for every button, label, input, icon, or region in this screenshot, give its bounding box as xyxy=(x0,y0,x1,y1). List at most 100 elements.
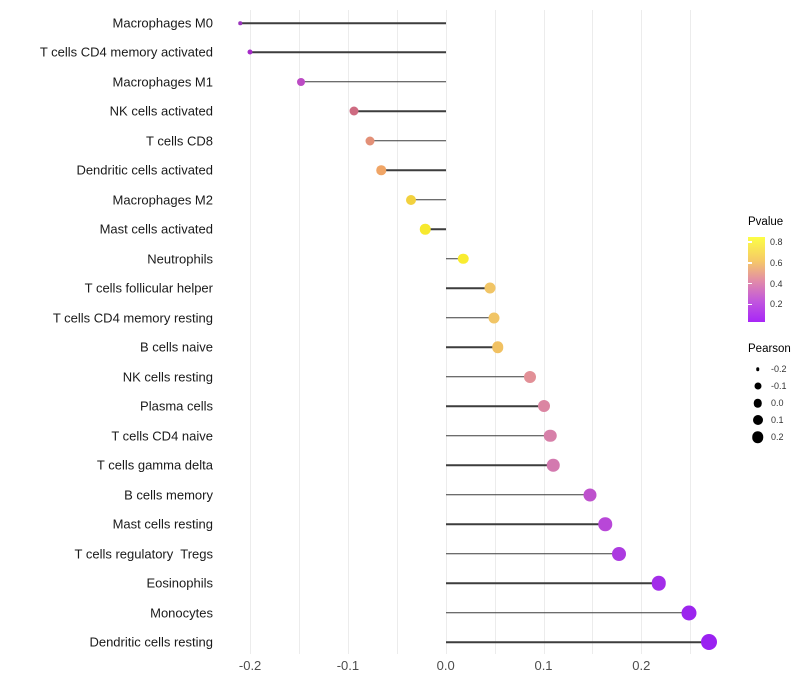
lollipop-dot xyxy=(491,341,504,354)
pearson-legend-label: 0.0 xyxy=(771,398,784,408)
gridline xyxy=(543,10,545,654)
lollipop-stem xyxy=(445,464,554,467)
gridline xyxy=(250,10,252,654)
pvalue-tick-label: 0.2 xyxy=(770,299,783,310)
pvalue-legend-title: Pvalue xyxy=(748,216,784,228)
lollipop-dot xyxy=(238,21,243,25)
category-label: T cells regulatory Tregs xyxy=(74,546,213,562)
lollipop-stem xyxy=(445,376,530,378)
gridline xyxy=(396,10,398,654)
x-tick-label: -0.1 xyxy=(336,658,360,673)
lollipop-dot xyxy=(681,605,697,621)
category-label: NK cells activated xyxy=(109,103,213,119)
pearson-legend-label: 0.2 xyxy=(771,432,784,442)
lollipop-dot xyxy=(458,253,469,265)
category-label: Macrophages M0 xyxy=(112,15,213,31)
lollipop-stem xyxy=(445,405,545,408)
x-tick-label: -0.2 xyxy=(238,658,262,673)
lollipop-dot xyxy=(598,517,612,532)
lollipop-stem xyxy=(353,110,446,113)
pvalue-tick-mark xyxy=(748,303,752,306)
gridline xyxy=(299,10,300,654)
category-label: Dendritic cells resting xyxy=(89,634,213,650)
lollipop-stem xyxy=(445,523,606,526)
x-tick-label: 0.0 xyxy=(436,658,455,673)
category-label: Macrophages M2 xyxy=(112,192,213,208)
pvalue-tick-mark xyxy=(748,282,752,285)
lollipop-stem xyxy=(445,258,464,260)
lollipop-dot xyxy=(611,546,626,561)
lollipop-stem xyxy=(445,494,591,496)
lollipop-dot xyxy=(296,77,305,86)
category-label: Monocytes xyxy=(150,605,213,621)
lollipop-dot xyxy=(700,634,717,651)
category-label: T cells CD4 memory activated xyxy=(39,44,213,60)
category-label: Dendritic cells activated xyxy=(76,162,213,178)
gridline xyxy=(690,10,692,654)
lollipop-stem xyxy=(381,169,446,172)
gridline xyxy=(641,10,643,654)
lollipop-dot xyxy=(583,488,597,502)
x-tick-label: 0.1 xyxy=(534,658,553,673)
category-label: Macrophages M1 xyxy=(112,74,213,90)
gridline xyxy=(445,10,447,654)
lollipop-stem xyxy=(411,199,446,201)
gridline xyxy=(347,10,349,654)
category-label: T cells gamma delta xyxy=(96,457,213,473)
lollipop-stem xyxy=(445,641,709,644)
pearson-legend-dot xyxy=(754,382,761,390)
pvalue-gradient-bar xyxy=(748,237,765,322)
lollipop-stem xyxy=(240,22,446,24)
pearson-legend-dot xyxy=(753,398,762,408)
lollipop-stem xyxy=(445,612,690,614)
pvalue-tick-label: 0.8 xyxy=(770,237,783,247)
lollipop-stem xyxy=(370,140,446,142)
pearson-legend-label: -0.1 xyxy=(771,381,787,391)
lollipop-stem xyxy=(445,553,619,555)
category-label: T cells follicular helper xyxy=(84,280,213,296)
lollipop-dot xyxy=(419,224,431,235)
gridline xyxy=(592,10,594,654)
gridline xyxy=(494,10,496,654)
lollipop-dot xyxy=(488,312,500,324)
category-label: Plasma cells xyxy=(140,398,213,414)
category-label: NK cells resting xyxy=(122,369,213,385)
lollipop-stem xyxy=(445,346,498,349)
pearson-legend-title: Pearson xyxy=(748,343,791,355)
category-label: B cells memory xyxy=(124,487,213,503)
pearson-legend-label: -0.2 xyxy=(771,364,787,374)
lollipop-dot xyxy=(349,106,359,116)
category-label: Mast cells resting xyxy=(112,516,213,532)
pvalue-tick-label: 0.4 xyxy=(770,278,783,289)
pearson-legend-dot xyxy=(755,367,760,371)
lollipop-stem xyxy=(445,287,490,290)
category-label: T cells CD4 memory resting xyxy=(52,310,213,326)
lollipop-dot xyxy=(247,49,253,55)
pearson-legend-label: 0.1 xyxy=(771,415,784,425)
category-label: Neutrophils xyxy=(147,251,213,267)
lollipop-dot xyxy=(376,165,386,176)
lollipop-dot xyxy=(523,370,536,383)
lollipop-stem xyxy=(300,81,446,83)
category-label: T cells CD4 naive xyxy=(111,428,213,444)
category-label: Mast cells activated xyxy=(99,221,213,237)
category-label: T cells CD8 xyxy=(146,133,213,149)
lollipop-stem xyxy=(445,317,494,319)
pvalue-tick-mark xyxy=(748,241,752,243)
lollipop-dot xyxy=(547,459,560,472)
lollipop-dot xyxy=(484,282,496,294)
lollipop-dot xyxy=(651,576,667,591)
pearson-legend-dot xyxy=(752,415,763,425)
category-label: B cells naive xyxy=(140,339,213,355)
lollipop-dot xyxy=(365,136,375,146)
lollipop-dot xyxy=(406,194,417,205)
pvalue-tick-label: 0.6 xyxy=(770,257,783,268)
lollipop-dot xyxy=(544,429,557,443)
x-tick-label: 0.2 xyxy=(632,658,651,673)
lollipop-stem xyxy=(445,582,659,585)
pearson-legend-dot xyxy=(751,431,764,443)
lollipop-stem xyxy=(250,51,446,54)
pvalue-tick-mark xyxy=(748,262,752,264)
lollipop-stem xyxy=(425,228,446,231)
